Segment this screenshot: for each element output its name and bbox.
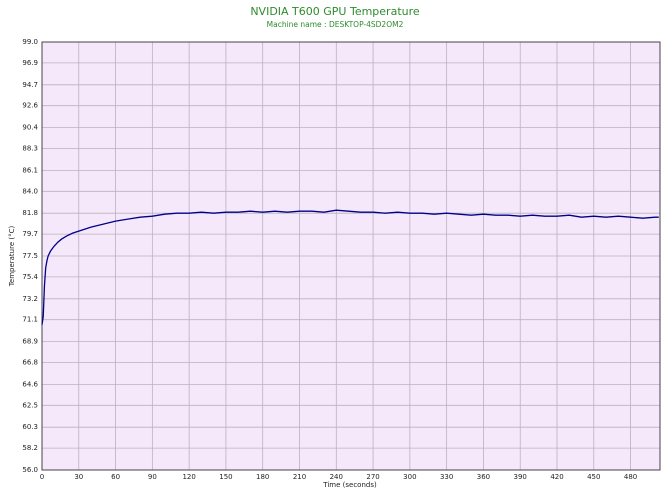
x-tick-label: 30 [74,473,83,481]
x-axis-label: Time (seconds) [322,481,377,489]
y-tick-label: 92.6 [22,102,38,110]
y-tick-label: 73.2 [22,295,38,303]
x-tick-label: 420 [550,473,563,481]
x-tick-label: 360 [477,473,490,481]
y-tick-label: 79.7 [22,230,38,238]
y-tick-label: 75.4 [22,273,38,281]
y-tick-label: 90.4 [22,124,38,132]
y-tick-label: 77.5 [22,252,38,260]
y-tick-label: 71.1 [22,316,38,324]
y-tick-label: 58.2 [22,444,38,452]
x-tick-label: 330 [440,473,453,481]
y-tick-label: 94.7 [22,81,38,89]
x-tick-label: 60 [111,473,120,481]
x-tick-label: 390 [514,473,527,481]
x-tick-label: 90 [148,473,157,481]
chart-title: NVIDIA T600 GPU Temperature [250,5,420,18]
chart-subtitle: Machine name : DESKTOP-4SD2OM2 [267,20,404,29]
x-tick-label: 480 [624,473,637,481]
y-tick-label: 64.6 [22,380,38,388]
y-tick-label: 68.9 [22,338,38,346]
x-tick-label: 120 [182,473,195,481]
y-tick-label: 66.8 [22,359,38,367]
x-tick-label: 270 [366,473,379,481]
x-tick-label: 450 [587,473,600,481]
data-line [41,209,659,325]
y-tick-label: 81.8 [22,209,38,217]
x-tick-label: 240 [330,473,343,481]
y-tick-label: 99.0 [22,38,38,46]
y-tick-label: 84.0 [22,187,38,195]
x-tick-label: 210 [293,473,306,481]
y-tick-label: 60.3 [22,423,38,431]
y-tick-label: 56.0 [22,466,38,474]
x-tick-label: 300 [403,473,416,481]
y-tick-label: 62.5 [22,401,38,409]
x-tick-label: 150 [219,473,232,481]
y-tick-label: 96.9 [22,59,38,67]
y-tick-label: 88.3 [22,145,38,153]
y-tick-label: 86.1 [22,166,38,174]
x-tick-label: 0 [40,473,44,481]
x-tick-label: 180 [256,473,269,481]
y-axis-label: Temperature (°C) [8,226,16,288]
plot-border [41,41,661,471]
